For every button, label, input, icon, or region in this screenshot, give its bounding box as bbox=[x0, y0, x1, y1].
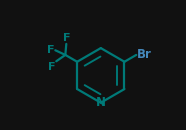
Text: N: N bbox=[96, 96, 106, 109]
Text: F: F bbox=[46, 45, 54, 55]
Text: F: F bbox=[48, 62, 55, 72]
Text: F: F bbox=[62, 33, 70, 43]
Text: Br: Br bbox=[137, 48, 152, 61]
